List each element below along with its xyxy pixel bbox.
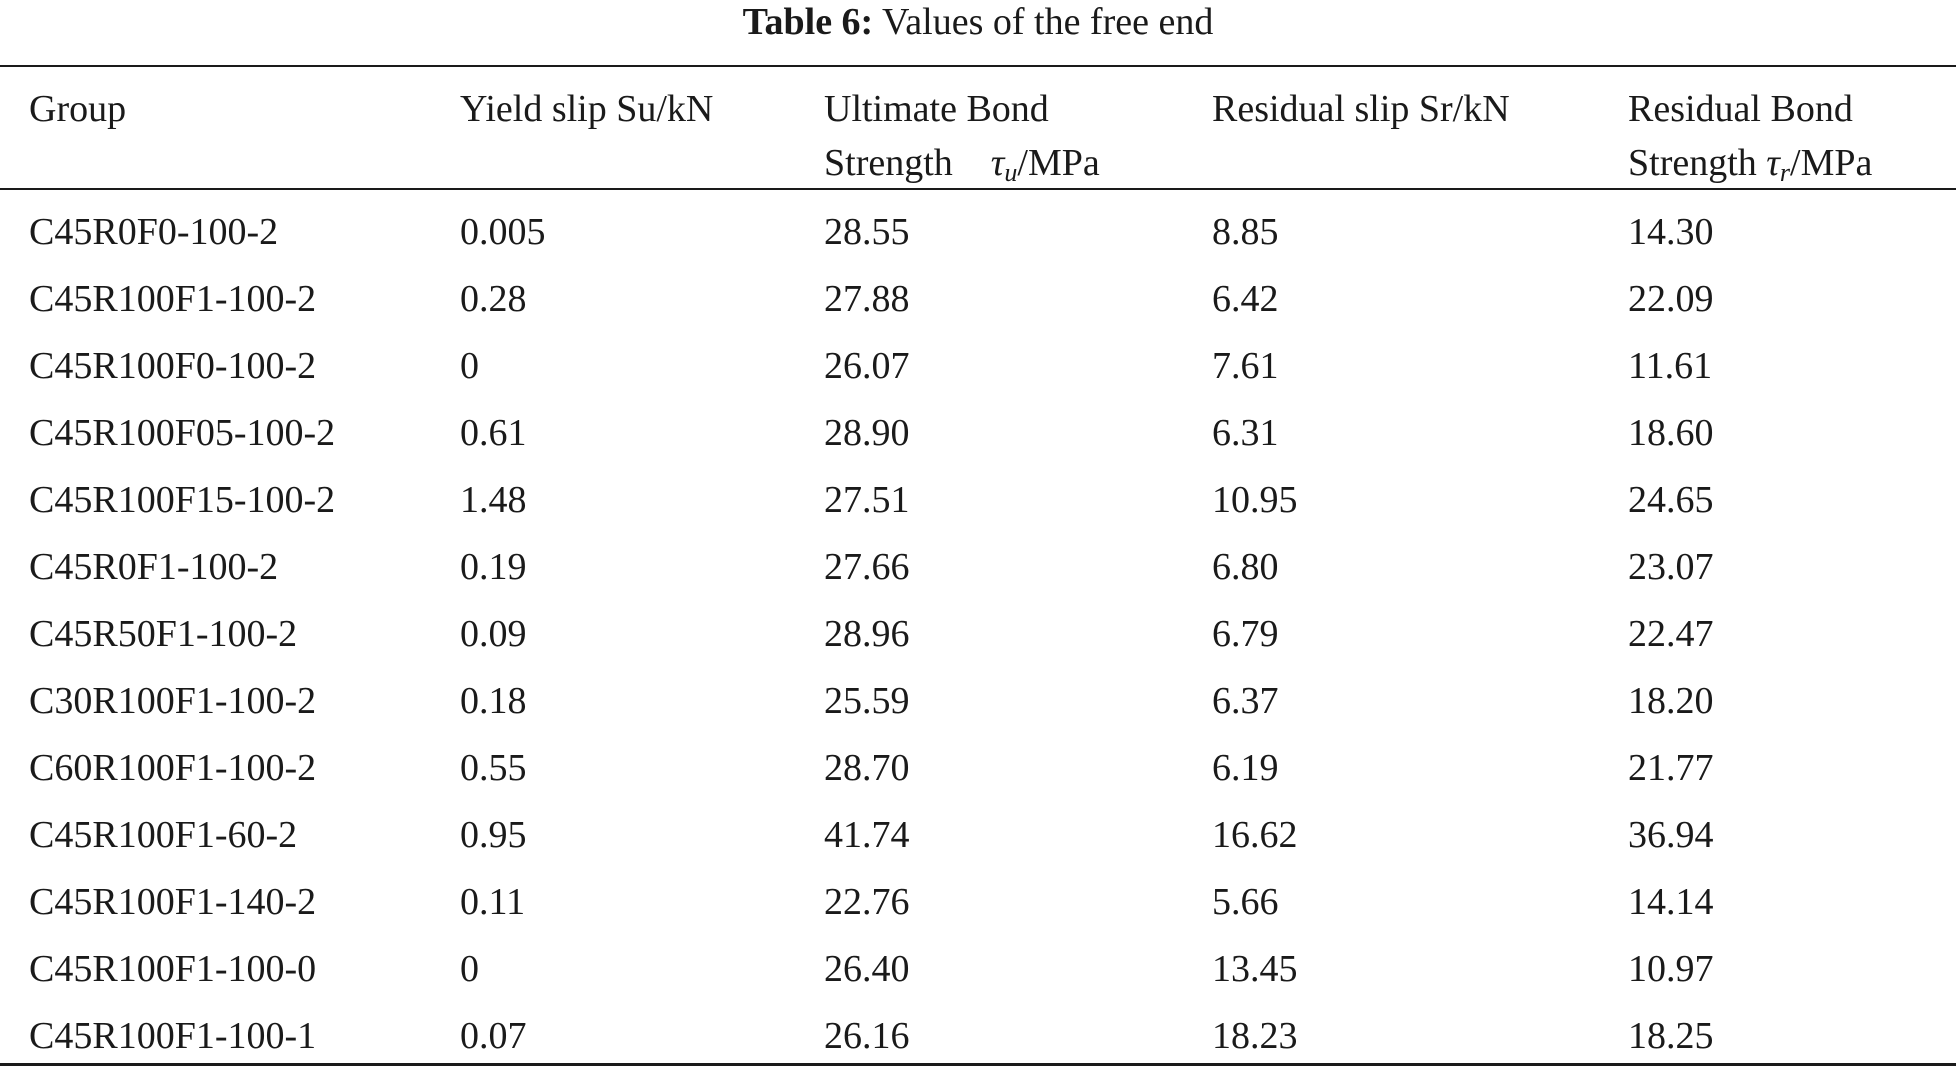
cell-group: C45R100F15-100-2 — [29, 479, 336, 521]
cell-ultimate-bond-strength: 27.66 — [824, 546, 910, 588]
cell-group: C45R100F05-100-2 — [29, 412, 336, 454]
cell-ultimate-bond-strength: 28.96 — [824, 613, 910, 655]
cell-ultimate-bond-strength: 41.74 — [824, 814, 910, 856]
cell-yield-slip: 0.07 — [460, 1015, 527, 1057]
cell-residual-slip: 10.95 — [1212, 479, 1298, 521]
table-row: C30R100F1-100-2 0.18 25.59 6.37 18.20 — [0, 668, 1956, 735]
cell-residual-bond-strength: 18.25 — [1628, 1015, 1714, 1057]
header-ultimate-line1: Ultimate Bond — [824, 88, 1049, 130]
cell-yield-slip: 1.48 — [460, 479, 527, 521]
header-ultimate-bond-strength: Ultimate Bond Strength τu/MPa — [824, 82, 1100, 190]
cell-ultimate-bond-strength: 26.07 — [824, 345, 910, 387]
cell-residual-slip: 7.61 — [1212, 345, 1279, 387]
table-top-rule — [0, 65, 1956, 67]
cell-residual-slip: 6.37 — [1212, 680, 1279, 722]
table-row: C45R100F1-100-1 0.07 26.16 18.23 18.25 — [0, 1003, 1956, 1070]
table-row: C45R100F15-100-2 1.48 27.51 10.95 24.65 — [0, 467, 1956, 534]
cell-residual-slip: 6.80 — [1212, 546, 1279, 588]
cell-residual-bond-strength: 23.07 — [1628, 546, 1714, 588]
cell-residual-bond-strength: 18.60 — [1628, 412, 1714, 454]
header-residual-bond-strength: Residual Bond Strength τr/MPa — [1628, 82, 1872, 190]
cell-residual-slip: 13.45 — [1212, 948, 1298, 990]
cell-yield-slip: 0.19 — [460, 546, 527, 588]
cell-residual-bond-strength: 10.97 — [1628, 948, 1714, 990]
cell-group: C45R100F1-100-0 — [29, 948, 317, 990]
cell-residual-bond-strength: 24.65 — [1628, 479, 1714, 521]
cell-residual-bond-strength: 18.20 — [1628, 680, 1714, 722]
cell-group: C45R100F1-100-2 — [29, 278, 317, 320]
cell-residual-slip: 5.66 — [1212, 881, 1279, 923]
cell-residual-bond-strength: 14.14 — [1628, 881, 1714, 923]
cell-ultimate-bond-strength: 26.16 — [824, 1015, 910, 1057]
cell-residual-bond-strength: 11.61 — [1628, 345, 1713, 387]
table-row: C60R100F1-100-2 0.55 28.70 6.19 21.77 — [0, 735, 1956, 802]
cell-yield-slip: 0 — [460, 345, 479, 387]
table-row: C45R100F05-100-2 0.61 28.90 6.31 18.60 — [0, 400, 1956, 467]
cell-residual-slip: 18.23 — [1212, 1015, 1298, 1057]
table-caption-text: Values of the free end — [882, 1, 1214, 43]
header-ultimate-line2: Strength τu/MPa — [824, 142, 1100, 187]
cell-group: C30R100F1-100-2 — [29, 680, 317, 722]
cell-group: C45R100F1-100-1 — [29, 1015, 317, 1057]
cell-group: C45R50F1-100-2 — [29, 613, 298, 655]
cell-yield-slip: 0.55 — [460, 747, 527, 789]
cell-group: C45R100F1-140-2 — [29, 881, 317, 923]
header-residual-line2: Strength τr/MPa — [1628, 142, 1873, 187]
cell-residual-slip: 6.31 — [1212, 412, 1279, 454]
cell-yield-slip: 0.61 — [460, 412, 527, 454]
table-header-rule — [0, 188, 1956, 190]
header-residual-line1: Residual Bond — [1628, 88, 1853, 130]
cell-ultimate-bond-strength: 28.70 — [824, 747, 910, 789]
cell-yield-slip: 0.09 — [460, 613, 527, 655]
cell-residual-bond-strength: 22.47 — [1628, 613, 1714, 655]
header-yield-slip: Yield slip Su/kN — [460, 88, 714, 130]
table-row: C45R100F0-100-2 0 26.07 7.61 11.61 — [0, 333, 1956, 400]
header-group: Group — [29, 88, 127, 130]
cell-ultimate-bond-strength: 26.40 — [824, 948, 910, 990]
table-row: C45R0F0-100-2 0.005 28.55 8.85 14.30 — [0, 199, 1956, 266]
table-caption: Table 6: Values of the free end — [0, 0, 1956, 44]
tau-r-symbol: τr — [1766, 142, 1791, 187]
table-row: C45R100F1-60-2 0.95 41.74 16.62 36.94 — [0, 802, 1956, 869]
cell-residual-slip: 6.19 — [1212, 747, 1279, 789]
table-row: C45R100F1-140-2 0.11 22.76 5.66 14.14 — [0, 869, 1956, 936]
cell-residual-slip: 8.85 — [1212, 211, 1279, 253]
cell-ultimate-bond-strength: 27.51 — [824, 479, 910, 521]
cell-residual-slip: 6.42 — [1212, 278, 1279, 320]
cell-group: C60R100F1-100-2 — [29, 747, 317, 789]
table-row: C45R0F1-100-2 0.19 27.66 6.80 23.07 — [0, 534, 1956, 601]
cell-residual-bond-strength: 22.09 — [1628, 278, 1714, 320]
header-residual-slip: Residual slip Sr/kN — [1212, 88, 1510, 130]
cell-ultimate-bond-strength: 28.55 — [824, 211, 910, 253]
cell-yield-slip: 0.95 — [460, 814, 527, 856]
cell-ultimate-bond-strength: 27.88 — [824, 278, 910, 320]
cell-residual-slip: 16.62 — [1212, 814, 1298, 856]
cell-group: C45R0F1-100-2 — [29, 546, 279, 588]
cell-yield-slip: 0 — [460, 948, 479, 990]
cell-ultimate-bond-strength: 25.59 — [824, 680, 910, 722]
table-header-row: Group Yield slip Su/kN Ultimate Bond Str… — [0, 82, 1956, 186]
table-caption-label: Table 6: — [742, 1, 874, 43]
table-row: C45R50F1-100-2 0.09 28.96 6.79 22.47 — [0, 601, 1956, 668]
tau-u-symbol: τu — [990, 142, 1018, 187]
cell-yield-slip: 0.005 — [460, 211, 546, 253]
cell-residual-bond-strength: 36.94 — [1628, 814, 1714, 856]
cell-yield-slip: 0.11 — [460, 881, 526, 923]
cell-residual-slip: 6.79 — [1212, 613, 1279, 655]
table-row: C45R100F1-100-0 0 26.40 13.45 10.97 — [0, 936, 1956, 1003]
cell-group: C45R0F0-100-2 — [29, 211, 279, 253]
table-bottom-rule — [0, 1063, 1956, 1066]
cell-group: C45R100F1-60-2 — [29, 814, 298, 856]
cell-residual-bond-strength: 14.30 — [1628, 211, 1714, 253]
cell-group: C45R100F0-100-2 — [29, 345, 317, 387]
cell-yield-slip: 0.18 — [460, 680, 527, 722]
cell-ultimate-bond-strength: 22.76 — [824, 881, 910, 923]
cell-yield-slip: 0.28 — [460, 278, 527, 320]
table-body: C45R0F0-100-2 0.005 28.55 8.85 14.30 C45R100F… — [0, 199, 1956, 1070]
table-row: C45R100F1-100-2 0.28 27.88 6.42 22.09 — [0, 266, 1956, 333]
cell-ultimate-bond-strength: 28.90 — [824, 412, 910, 454]
cell-residual-bond-strength: 21.77 — [1628, 747, 1714, 789]
